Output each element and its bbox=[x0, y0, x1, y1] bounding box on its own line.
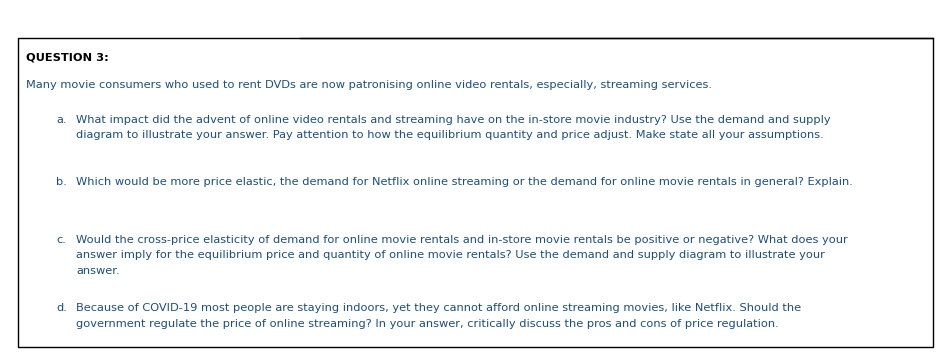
Text: a.: a. bbox=[56, 115, 67, 125]
Text: c.: c. bbox=[56, 235, 66, 245]
Text: d.: d. bbox=[56, 303, 67, 313]
Text: Would the cross-price elasticity of demand for online movie rentals and in-store: Would the cross-price elasticity of dema… bbox=[76, 235, 848, 245]
Bar bbox=[18, 38, 933, 347]
Text: Many movie consumers who used to rent DVDs are now patronising online video rent: Many movie consumers who used to rent DV… bbox=[26, 80, 712, 90]
Text: diagram to illustrate your answer. Pay attention to how the equilibrium quantity: diagram to illustrate your answer. Pay a… bbox=[76, 131, 824, 141]
Text: answer imply for the equilibrium price and quantity of online movie rentals? Use: answer imply for the equilibrium price a… bbox=[76, 251, 825, 261]
Text: Because of COVID-19 most people are staying indoors, yet they cannot afford onli: Because of COVID-19 most people are stay… bbox=[76, 303, 801, 313]
Text: QUESTION 3:: QUESTION 3: bbox=[26, 53, 109, 63]
Text: answer.: answer. bbox=[76, 266, 120, 276]
Text: What impact did the advent of online video rentals and streaming have on the in-: What impact did the advent of online vid… bbox=[76, 115, 831, 125]
Text: Which would be more price elastic, the demand for Netflix online streaming or th: Which would be more price elastic, the d… bbox=[76, 177, 853, 187]
Text: b.: b. bbox=[56, 177, 67, 187]
Text: government regulate the price of online streaming? In your answer, critically di: government regulate the price of online … bbox=[76, 318, 779, 328]
